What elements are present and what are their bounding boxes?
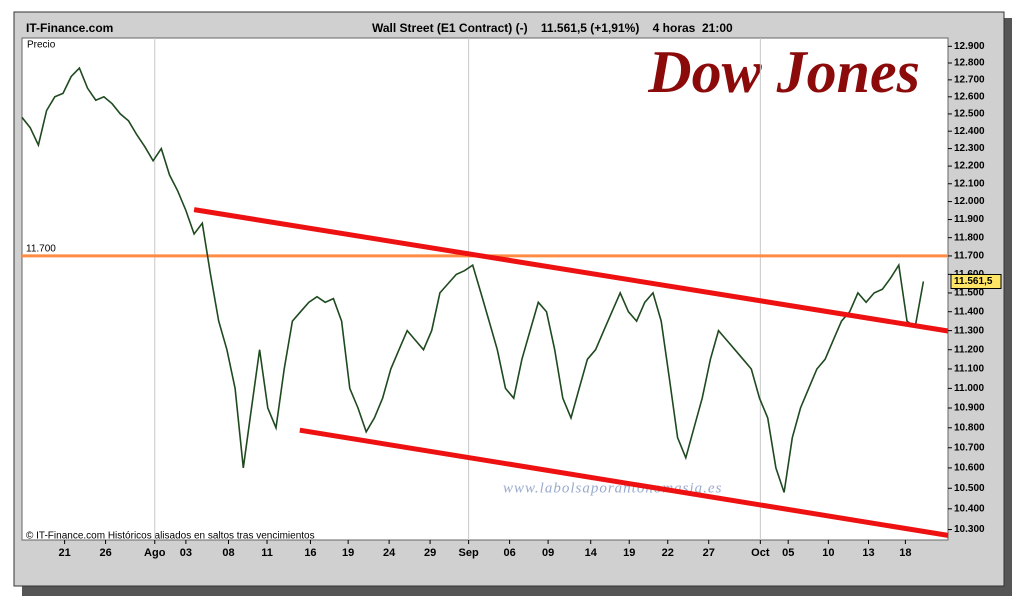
website: www.labolsaporantonomasia.es (503, 480, 722, 496)
x-tick-label: 22 (662, 547, 674, 559)
watermark: Dow Jones (647, 39, 920, 105)
y-tick-label: 11.300 (954, 325, 984, 336)
trend-line (193, 207, 949, 334)
y-tick-label: 10.500 (954, 483, 985, 494)
footnote: © IT-Finance.com Históricos alisados en … (26, 531, 315, 542)
price-line (21, 66, 925, 493)
plot-area (21, 37, 949, 541)
x-tick-label: 03 (180, 547, 192, 559)
x-tick-label: 11 (261, 547, 273, 559)
x-tick-label: 13 (862, 547, 874, 559)
x-tick-label: 05 (782, 547, 794, 559)
x-tick-label: 26 (99, 547, 111, 559)
last-value-label: 11.561,5 (954, 276, 993, 287)
source: IT-Finance.com (26, 21, 113, 35)
y-tick-label: 11.100 (954, 364, 984, 375)
y-tick-label: 10.700 (954, 442, 985, 453)
x-tick-label: Oct (751, 547, 770, 559)
y-tick-label: 11.000 (954, 383, 984, 394)
y-tick-label: 11.900 (954, 214, 984, 225)
x-tick-label: 29 (424, 547, 436, 559)
x-tick-label: 14 (585, 547, 598, 559)
x-tick-label: 08 (222, 547, 234, 559)
y-tick-label: 12.000 (954, 196, 985, 207)
y-tick-label: 11.700 (954, 251, 984, 262)
chart-title: Wall Street (E1 Contract) (-) 11.561,5 (… (372, 21, 733, 35)
x-tick-label: Ago (144, 547, 166, 559)
y-tick-label: 10.300 (954, 524, 985, 535)
x-tick-label: 16 (304, 547, 316, 559)
x-tick-label: 10 (822, 547, 834, 559)
y-tick-label: 12.200 (954, 161, 985, 172)
y-tick-label: 11.200 (954, 344, 984, 355)
y-tick-label: 12.100 (954, 178, 985, 189)
y-tick-label: 10.400 (954, 503, 985, 514)
last-value-box (950, 273, 1002, 289)
level-label: 11.700 (26, 244, 56, 255)
y-tick-label: 12.500 (954, 109, 985, 120)
y-tick-label: 10.900 (954, 403, 985, 414)
y-tick-label: 12.900 (954, 41, 985, 52)
y-tick-label: 12.800 (954, 58, 985, 69)
x-tick-label: 27 (703, 547, 715, 559)
y-tick-label: 12.300 (954, 143, 985, 154)
x-tick-label: 19 (342, 547, 354, 559)
x-tick-label: 18 (899, 547, 911, 559)
y-tick-label: 11.500 (954, 288, 984, 299)
y-label: Precio (27, 40, 56, 51)
y-tick-label: 12.400 (954, 126, 985, 137)
y-tick-label: 11.800 (954, 232, 984, 243)
x-tick-label: 21 (58, 547, 70, 559)
trend-line (299, 427, 949, 538)
x-tick-label: 19 (623, 547, 635, 559)
y-tick-label: 10.800 (954, 422, 985, 433)
y-tick-label: 12.600 (954, 91, 985, 102)
y-tick-label: 11.400 (954, 306, 984, 317)
y-tick-label: 10.600 (954, 463, 985, 474)
x-tick-label: 06 (503, 547, 515, 559)
x-tick-label: 24 (383, 547, 396, 559)
x-tick-label: 09 (542, 547, 554, 559)
x-tick-label: Sep (459, 547, 479, 559)
y-tick-label: 12.700 (954, 74, 985, 85)
